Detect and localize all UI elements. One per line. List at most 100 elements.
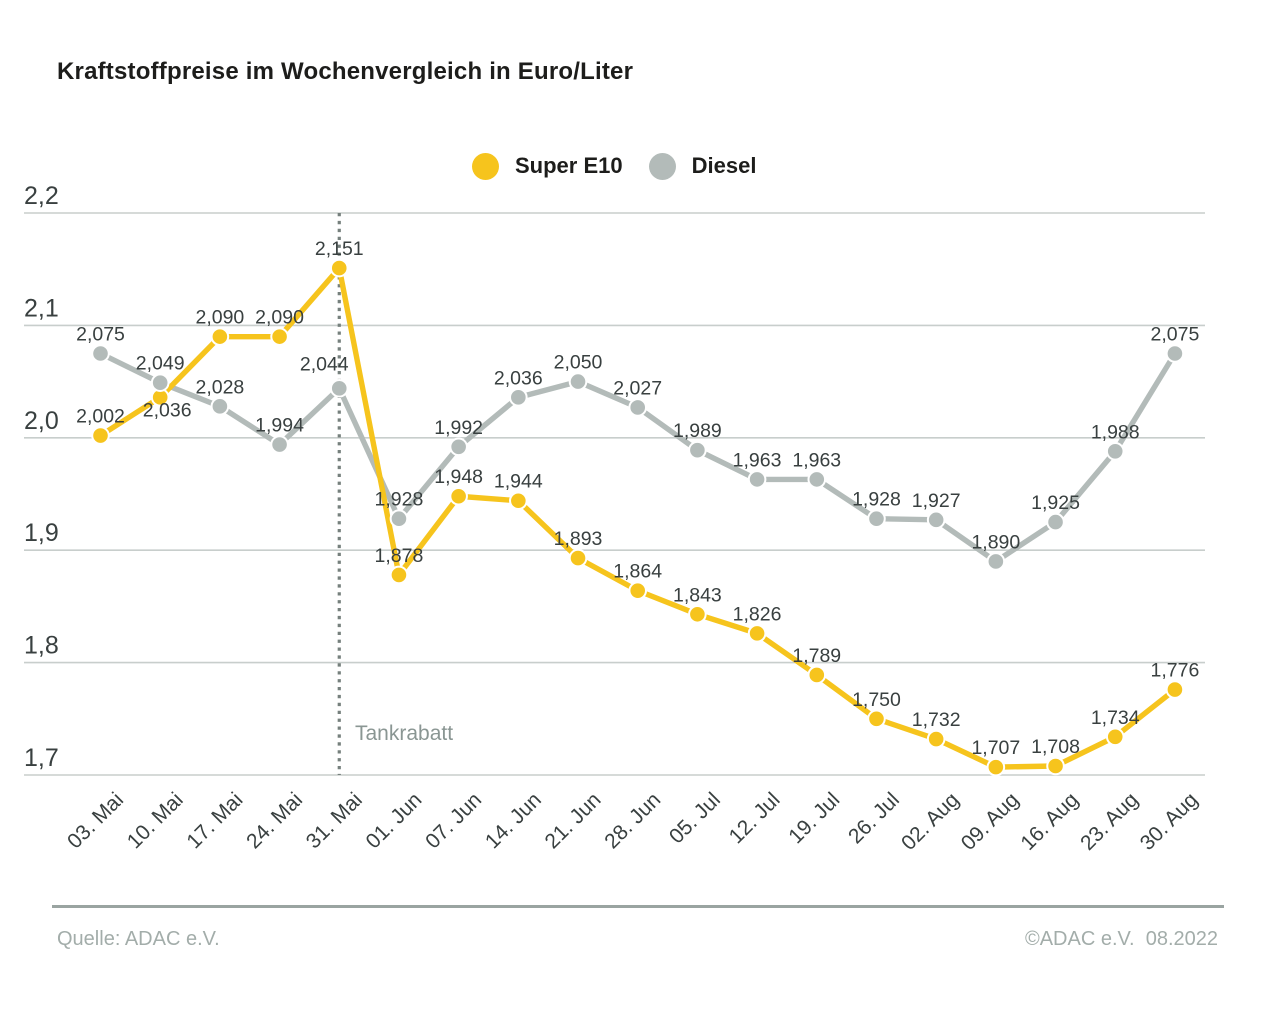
legend: Super E10 Diesel bbox=[472, 151, 756, 181]
x-tick-label: 02. Aug bbox=[897, 788, 964, 855]
y-tick-label: 2,2 bbox=[24, 182, 59, 210]
super-e10-point-14. Jun bbox=[509, 491, 528, 511]
x-tick-label: 16. Aug bbox=[1016, 788, 1083, 855]
diesel-value-label: 1,927 bbox=[912, 490, 961, 512]
super-e10-point-30. Aug bbox=[1165, 680, 1185, 699]
diesel-value-label: 2,049 bbox=[136, 353, 185, 375]
diesel-point-16. Aug bbox=[1046, 512, 1065, 532]
diesel-point-07. Jun bbox=[449, 437, 468, 457]
super-e10-value-label: 1,789 bbox=[792, 645, 841, 667]
footer-divider bbox=[52, 905, 1224, 908]
diesel-value-label: 2,027 bbox=[613, 377, 662, 399]
super-e10-value-label: 1,864 bbox=[613, 561, 662, 583]
diesel-value-label: 1,963 bbox=[733, 449, 782, 471]
tankrabatt-annotation: Tankrabatt bbox=[355, 722, 454, 745]
diesel-point-05. Jul bbox=[688, 440, 707, 460]
super-e10-point-09. Aug bbox=[986, 757, 1006, 777]
diesel-point-01. Jun bbox=[389, 509, 409, 529]
diesel-point-02. Aug bbox=[926, 510, 946, 530]
diesel-value-label: 1,992 bbox=[434, 417, 483, 439]
super-e10-point-05. Jul bbox=[688, 604, 707, 624]
super-e10-point-02. Aug bbox=[926, 729, 946, 749]
super-e10-value-label: 1,843 bbox=[673, 584, 722, 606]
diesel-value-label: 2,075 bbox=[1151, 324, 1200, 346]
super-e10-point-16. Aug bbox=[1046, 756, 1065, 776]
super-e10-point-31. Mai bbox=[329, 258, 349, 278]
diesel-point-24. Mai bbox=[270, 435, 289, 454]
super-e10-value-label: 2,151 bbox=[315, 238, 364, 260]
super-e10-value-label: 1,948 bbox=[434, 466, 483, 488]
diesel-value-label: 1,925 bbox=[1031, 492, 1080, 514]
super-e10-value-label: 1,893 bbox=[554, 528, 603, 550]
x-tick-label: 19. Jul bbox=[784, 788, 844, 848]
diesel-value-label: 2,036 bbox=[494, 367, 543, 389]
diesel-point-14. Jun bbox=[509, 388, 528, 407]
diesel-point-21. Jun bbox=[568, 372, 588, 391]
super-e10-value-label: 2,090 bbox=[255, 307, 304, 329]
footer-source: Quelle: ADAC e.V. bbox=[57, 928, 220, 950]
diesel-point-17. Mai bbox=[210, 397, 230, 416]
x-tick-label: 31. Mai bbox=[302, 788, 367, 853]
diesel-point-26. Jul bbox=[867, 509, 886, 529]
super-e10-value-label: 1,707 bbox=[971, 737, 1020, 759]
x-tick-label: 12. Jul bbox=[725, 788, 785, 848]
super-e10-value-label: 1,732 bbox=[912, 709, 961, 731]
x-tick-label: 21. Jun bbox=[541, 788, 606, 853]
super-e10-value-label: 1,776 bbox=[1151, 660, 1200, 682]
diesel-point-03. Mai bbox=[91, 344, 110, 363]
diesel-value-label: 1,928 bbox=[852, 489, 901, 511]
diesel-point-31. Mai bbox=[329, 379, 349, 398]
diesel-point-19. Jul bbox=[807, 470, 827, 489]
super-e10-point-17. Mai bbox=[210, 327, 230, 346]
super-e10-point-01. Jun bbox=[389, 565, 409, 585]
super-e10-point-07. Jun bbox=[449, 486, 468, 506]
super-e10-point-19. Jul bbox=[807, 665, 827, 685]
diesel-value-label: 2,075 bbox=[76, 324, 125, 346]
y-tick-label: 1,7 bbox=[24, 744, 59, 772]
super-e10-value-label: 1,708 bbox=[1031, 736, 1080, 758]
x-tick-label: 24. Mai bbox=[242, 788, 307, 853]
super-e10-value-label: 2,002 bbox=[76, 406, 125, 428]
chart-title: Kraftstoffpreise im Wochenvergleich in E… bbox=[57, 58, 634, 85]
footer-copyright: ©ADAC e.V. 08.2022 bbox=[1024, 928, 1218, 950]
diesel-point-28. Jun bbox=[628, 398, 648, 417]
y-tick-label: 1,9 bbox=[24, 519, 59, 547]
x-tick-label: 26. Jul bbox=[844, 788, 904, 848]
diesel-value-label: 1,988 bbox=[1091, 421, 1140, 443]
super-e10-value-label: 1,826 bbox=[733, 603, 782, 625]
y-tick-label: 2,1 bbox=[24, 294, 59, 322]
diesel-point-10. Mai bbox=[150, 373, 170, 393]
diesel-value-label: 2,028 bbox=[195, 376, 244, 398]
super-e10-value-label: 1,734 bbox=[1091, 707, 1140, 729]
diesel-point-30. Aug bbox=[1165, 344, 1185, 363]
legend-swatch-super-e10-icon bbox=[472, 152, 499, 180]
x-tick-label: 10. Mai bbox=[123, 788, 188, 853]
super-e10-point-26. Jul bbox=[867, 709, 886, 729]
legend-label-super-e10: Super E10 bbox=[515, 153, 623, 178]
x-tick-label: 30. Aug bbox=[1136, 788, 1203, 855]
y-tick-label: 2,0 bbox=[24, 407, 59, 435]
super-e10-value-label: 1,878 bbox=[375, 545, 424, 567]
x-tick-label: 23. Aug bbox=[1076, 788, 1143, 855]
diesel-value-label: 1,963 bbox=[792, 449, 841, 471]
diesel-value-label: 1,928 bbox=[375, 489, 424, 511]
super-e10-point-23. Aug bbox=[1105, 727, 1125, 747]
x-tick-label: 17. Mai bbox=[182, 788, 247, 853]
super-e10-value-label: 2,090 bbox=[195, 307, 244, 329]
x-tick-label: 09. Aug bbox=[957, 788, 1024, 855]
x-tick-label: 03. Mai bbox=[63, 788, 128, 853]
diesel-value-label: 2,044 bbox=[300, 353, 349, 375]
diesel-value-label: 1,890 bbox=[971, 531, 1020, 553]
diesel-value-label: 1,989 bbox=[673, 420, 722, 442]
diesel-point-12. Jul bbox=[747, 470, 767, 489]
super-e10-point-12. Jul bbox=[747, 624, 767, 643]
legend-label-diesel: Diesel bbox=[691, 153, 757, 178]
diesel-value-label: 1,994 bbox=[255, 415, 304, 437]
super-e10-point-28. Jun bbox=[628, 581, 648, 600]
super-e10-line bbox=[97, 265, 1178, 770]
diesel-point-23. Aug bbox=[1105, 441, 1125, 461]
super-e10-value-label: 1,750 bbox=[852, 689, 901, 711]
x-tick-label: 14. Jun bbox=[481, 788, 546, 853]
x-tick-label: 01. Jun bbox=[362, 788, 427, 853]
y-tick-label: 1,8 bbox=[24, 632, 59, 660]
